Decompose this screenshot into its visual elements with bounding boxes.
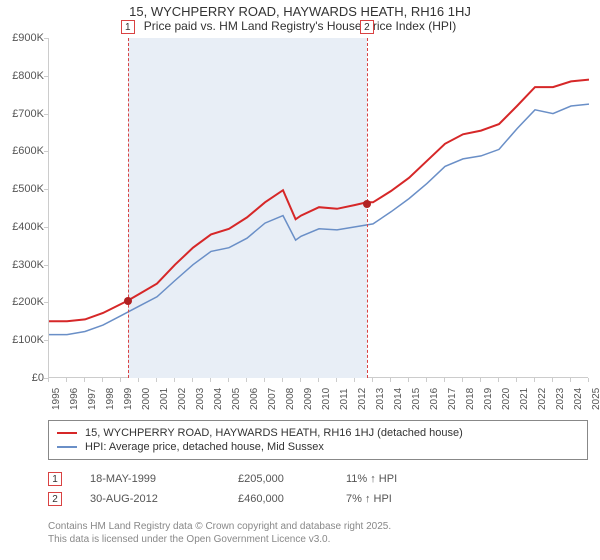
chart-container: 15, WYCHPERRY ROAD, HAYWARDS HEATH, RH16… <box>0 0 600 560</box>
sale-date: 18-MAY-1999 <box>90 473 210 485</box>
sale-date: 30-AUG-2012 <box>90 493 210 505</box>
x-axis-label: 1998 <box>105 388 116 410</box>
x-axis-label: 2006 <box>249 388 260 410</box>
y-axis-label: £800K <box>12 70 44 82</box>
footer-line: This data is licensed under the Open Gov… <box>48 533 391 546</box>
series-line-property <box>49 80 589 322</box>
title-block: 15, WYCHPERRY ROAD, HAYWARDS HEATH, RH16… <box>0 0 600 33</box>
sale-point-icon <box>363 200 371 208</box>
y-axis-label: £200K <box>12 296 44 308</box>
x-axis-label: 2004 <box>213 388 224 410</box>
x-axis-label: 2011 <box>339 388 350 410</box>
legend-label: 15, WYCHPERRY ROAD, HAYWARDS HEATH, RH16… <box>85 427 463 439</box>
y-axis-label: £500K <box>12 183 44 195</box>
x-axis-label: 2000 <box>141 388 152 410</box>
chart-subtitle: Price paid vs. HM Land Registry's House … <box>0 19 600 33</box>
sale-vs-hpi: 11% ↑ HPI <box>346 473 397 485</box>
footer-line: Contains HM Land Registry data © Crown c… <box>48 520 391 533</box>
marker-box: 2 <box>360 20 374 34</box>
legend-item-property: 15, WYCHPERRY ROAD, HAYWARDS HEATH, RH16… <box>57 427 579 439</box>
x-axis-label: 2008 <box>285 388 296 410</box>
y-axis-label: £0 <box>32 372 44 384</box>
y-axis-label: £300K <box>12 259 44 271</box>
line-series <box>49 38 589 378</box>
x-axis-label: 2018 <box>465 388 476 410</box>
sale-marker-icon: 2 <box>48 492 62 506</box>
sale-price: £205,000 <box>238 473 318 485</box>
sale-marker-icon: 1 <box>48 472 62 486</box>
chart-title: 15, WYCHPERRY ROAD, HAYWARDS HEATH, RH16… <box>0 4 600 19</box>
x-axis-label: 2005 <box>231 388 242 410</box>
x-axis-label: 2019 <box>483 388 494 410</box>
sale-point-icon <box>124 297 132 305</box>
x-axis-label: 1999 <box>123 388 134 410</box>
chart-area: £0 £100K £200K £300K £400K £500K £600K £700K £80… <box>0 38 600 410</box>
x-axis-label: 2009 <box>303 388 314 410</box>
y-axis-label: £400K <box>12 221 44 233</box>
x-axis-label: 2024 <box>573 388 584 410</box>
sale-row: 1 18-MAY-1999 £205,000 11% ↑ HPI <box>48 472 588 486</box>
legend: 15, WYCHPERRY ROAD, HAYWARDS HEATH, RH16… <box>48 420 588 460</box>
x-axis-label: 2010 <box>321 388 332 410</box>
x-axis-label: 2016 <box>429 388 440 410</box>
marker-line <box>128 38 129 378</box>
x-axis-label: 2020 <box>501 388 512 410</box>
sale-row: 2 30-AUG-2012 £460,000 7% ↑ HPI <box>48 492 588 506</box>
x-axis-label: 2002 <box>177 388 188 410</box>
sale-price: £460,000 <box>238 493 318 505</box>
x-axis-label: 2012 <box>357 388 368 410</box>
legend-swatch-icon <box>57 432 77 434</box>
x-axis-label: 1997 <box>87 388 98 410</box>
x-axis-label: 2001 <box>159 388 170 410</box>
x-axis-label: 2023 <box>555 388 566 410</box>
x-axis-label: 1995 <box>51 388 62 410</box>
x-axis-label: 2021 <box>519 388 530 410</box>
y-axis-label: £100K <box>12 334 44 346</box>
x-axis-label: 2014 <box>393 388 404 410</box>
y-axis-label: £600K <box>12 145 44 157</box>
plot-area: 12 <box>48 38 588 378</box>
x-axis-label: 2013 <box>375 388 386 410</box>
x-axis-label: 1996 <box>69 388 80 410</box>
license-footer: Contains HM Land Registry data © Crown c… <box>48 520 391 546</box>
x-axis-label: 2025 <box>591 388 600 410</box>
y-axis-label: £700K <box>12 108 44 120</box>
legend-item-hpi: HPI: Average price, detached house, Mid … <box>57 441 579 453</box>
x-axis: 1995 1996 1997 1998 1999 2000 2001 2002 2003 2004… <box>48 382 588 410</box>
x-axis-label: 2007 <box>267 388 278 410</box>
legend-swatch-icon <box>57 446 77 448</box>
x-axis-label: 2017 <box>447 388 458 410</box>
legend-label: HPI: Average price, detached house, Mid … <box>85 441 324 453</box>
x-axis-label: 2022 <box>537 388 548 410</box>
sale-vs-hpi: 7% ↑ HPI <box>346 493 392 505</box>
x-axis-label: 2003 <box>195 388 206 410</box>
sales-table: 1 18-MAY-1999 £205,000 11% ↑ HPI 2 30-AU… <box>48 466 588 512</box>
marker-box: 1 <box>121 20 135 34</box>
x-axis-label: 2015 <box>411 388 422 410</box>
y-axis-label: £900K <box>12 32 44 44</box>
